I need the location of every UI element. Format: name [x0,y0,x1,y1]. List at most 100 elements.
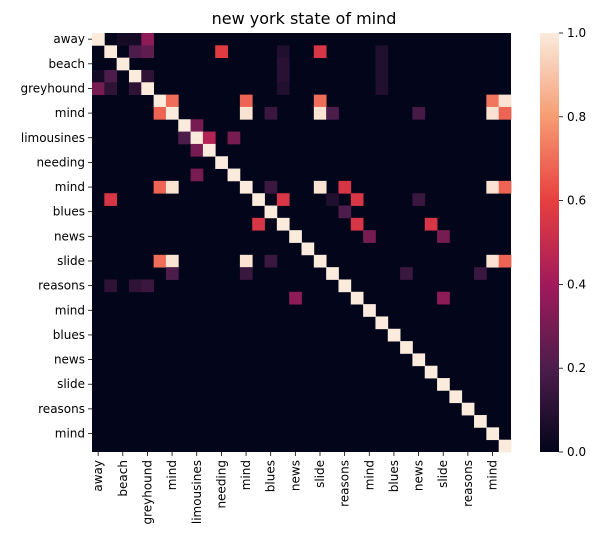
heatmap-cell [350,291,364,305]
heatmap-cell [289,291,302,305]
heatmap-cell [486,94,500,108]
heatmap-cell [437,291,450,305]
heatmap-cell [128,82,142,96]
heatmap-cell [190,131,204,145]
heatmap-cell [338,205,352,219]
heatmap-cell [239,254,253,268]
y-tick-label: mind [55,303,85,317]
heatmap-cell [326,106,339,120]
y-tick-label: news [54,229,85,243]
heatmap-cell [116,57,130,71]
heatmap-cell [264,205,278,219]
chart-title: new york state of mind [212,9,397,28]
colorbar-tick-label: 0.2 [567,361,586,375]
x-tick-label: mind [362,460,376,490]
heatmap-cell [128,33,142,46]
x-tick-label: news [412,460,426,491]
heatmap-cell [449,390,463,404]
colorbar-tick-label: 0.8 [567,110,586,124]
heatmap-cell [165,94,179,108]
heatmap-cell [424,365,438,379]
x-tick-label: away [91,460,105,492]
x-tick-label: blues [387,460,401,492]
heatmap-cell [313,94,327,108]
heatmap-cell [412,193,426,206]
heatmap-cell [104,45,118,59]
heatmap-cell [375,82,389,96]
heatmap-cell [375,69,389,83]
heatmap-cell [128,69,142,83]
heatmap-cell [276,69,290,83]
heatmap-cell [498,94,512,108]
heatmap-cell [190,168,204,182]
heatmap-cell [276,193,290,206]
heatmap-cell [141,69,155,83]
heatmap-cell [239,106,253,120]
x-tick-label: slide [436,460,450,488]
y-tick-label: reasons [38,402,85,416]
y-tick-label: blues [53,205,85,219]
heatmap-cell [92,82,105,96]
x-tick-label: needing [214,460,228,509]
heatmap-cell [153,254,167,268]
heatmap-cell [350,193,364,206]
y-tick-label: reasons [38,279,85,293]
heatmap-cell [437,378,450,391]
heatmap-cell [313,254,327,268]
heatmap-cell [301,242,315,256]
heatmap-cell [313,180,327,194]
heatmap-cell [92,33,105,46]
heatmap-cell [363,230,376,243]
heatmap-cell [215,45,228,59]
y-tick-label: slide [57,377,85,391]
heatmap-cell [104,69,118,83]
y-tick-label: mind [55,180,85,194]
heatmap-cell [202,143,216,157]
x-tick-label: mind [165,460,179,490]
x-tick-label: beach [116,460,130,497]
colorbar-tick-label: 1.0 [567,26,586,40]
heatmap-cell [178,131,191,145]
heatmap-cell [350,217,364,231]
heatmap-cell [486,427,500,441]
y-tick-label: needing [36,155,85,169]
colorbar-tick-label: 0.0 [567,445,586,459]
heatmap-cell [461,402,475,416]
colorbar [540,33,559,452]
heatmap-cell [178,119,191,132]
heatmap-cell [264,254,278,268]
heatmap-cell [104,279,118,293]
y-tick-label: slide [57,254,85,268]
heatmap-cell [276,82,290,96]
colorbar-tick-label: 0.4 [567,277,586,291]
heatmap-cell [252,193,265,206]
heatmap-cell [313,45,327,59]
heatmap-cell [412,353,426,367]
y-tick-label: limousines [21,131,85,145]
heatmap-cell [313,106,327,120]
heatmap-cell [474,415,487,428]
heatmap-cell [165,267,179,280]
heatmap-cell [400,267,413,280]
heatmap-cell [486,254,500,268]
heatmap-cell [141,33,155,46]
heatmap-cell [227,131,241,145]
heatmap-cell [128,279,142,293]
x-tick-label: blues [264,460,278,492]
x-tick-label: slide [313,460,327,488]
heatmap-cell [276,217,290,231]
x-tick-label: mind [239,460,253,490]
heatmap-cell [227,168,241,182]
heatmap-cell [165,106,179,120]
heatmap-cell [424,217,438,231]
x-tick-label: mind [486,460,500,490]
heatmap-cell [326,267,339,280]
heatmap-cell [412,106,426,120]
heatmap-cell [141,82,155,96]
heatmap-cell [387,328,401,342]
y-tick-label: mind [55,106,85,120]
heatmap-cell [338,180,352,194]
y-tick-label: away [53,32,85,46]
